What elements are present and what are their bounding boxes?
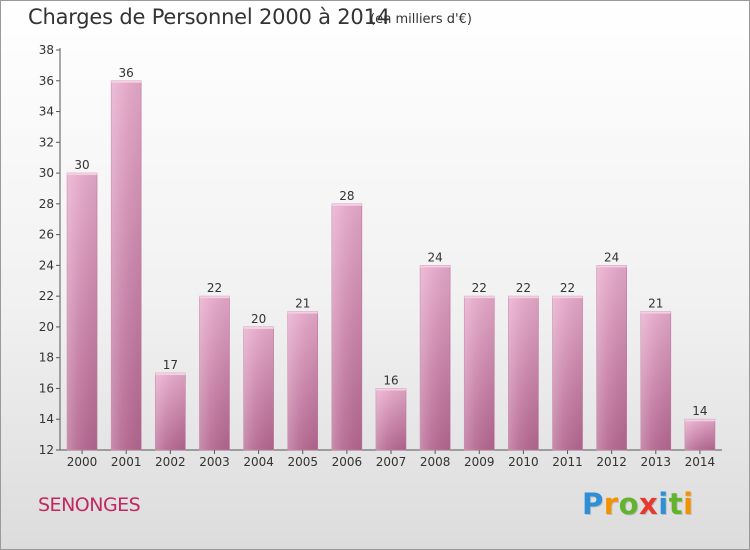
x-tick-label: 2010 — [508, 455, 539, 469]
chart-subtitle: (en milliers d'€) — [370, 12, 472, 27]
proxiti-logo: Proxiti — [582, 487, 694, 521]
y-tick-label: 36 — [39, 74, 54, 88]
bar-shine — [287, 311, 318, 450]
data-label: 16 — [383, 373, 398, 387]
logo-letter: r — [603, 487, 619, 521]
bars-group — [66, 80, 716, 451]
logo-letter: i — [658, 487, 669, 521]
bar-top-highlight — [596, 265, 627, 268]
x-tick-label: 2004 — [243, 455, 274, 469]
data-label: 22 — [560, 281, 575, 295]
bar-shine — [640, 311, 671, 450]
data-label: 14 — [692, 404, 707, 418]
logo-letter: x — [639, 487, 659, 521]
bar-shine — [155, 373, 186, 450]
data-label: 22 — [472, 281, 487, 295]
bar-shine — [684, 419, 715, 450]
x-tick-label: 2007 — [376, 455, 407, 469]
bar-shine — [508, 296, 539, 450]
y-tick-label: 30 — [39, 166, 54, 180]
bar-top-highlight — [67, 173, 98, 176]
x-tick-label: 2001 — [111, 455, 142, 469]
bar-top-highlight — [376, 388, 406, 391]
data-label: 30 — [74, 158, 89, 172]
bar-top-highlight — [640, 311, 671, 314]
y-tick-label: 20 — [39, 320, 54, 334]
bar-top-highlight — [111, 80, 142, 83]
bar-shine — [67, 173, 98, 451]
y-tick-label: 38 — [39, 43, 54, 57]
bar-top-highlight — [464, 296, 495, 299]
bar-shine — [199, 296, 230, 450]
data-label: 21 — [648, 297, 663, 311]
x-tick-label: 2005 — [287, 455, 318, 469]
y-tick-label: 28 — [39, 197, 54, 211]
y-tick-label: 16 — [39, 381, 54, 395]
y-tick-label: 14 — [39, 412, 54, 426]
bar-top-highlight — [243, 326, 274, 329]
data-label: 21 — [295, 297, 310, 311]
x-tick-label: 2006 — [332, 455, 363, 469]
commune-name: SENONGES — [38, 494, 141, 516]
bar-shine — [552, 296, 583, 450]
bar-top-highlight — [684, 419, 715, 422]
x-tick-label: 2014 — [685, 455, 716, 469]
data-label: 24 — [604, 250, 619, 264]
bar-top-highlight — [552, 296, 583, 299]
chart-title: Charges de Personnel 2000 à 2014 — [28, 5, 390, 29]
bar-shine — [376, 388, 406, 450]
data-label: 36 — [119, 66, 134, 80]
bar-top-highlight — [420, 265, 451, 268]
logo-letter: t — [668, 487, 684, 521]
data-label: 24 — [427, 250, 442, 264]
bar-top-highlight — [331, 203, 362, 206]
x-tick-label: 2011 — [552, 455, 583, 469]
x-tick-label: 2012 — [596, 455, 627, 469]
bar-shine — [464, 296, 495, 450]
y-tick-label: 22 — [39, 289, 54, 303]
x-tick-label: 2009 — [464, 455, 495, 469]
x-tick-label: 2003 — [199, 455, 230, 469]
x-tick-label: 2008 — [420, 455, 451, 469]
data-label: 20 — [251, 312, 266, 326]
data-label: 22 — [516, 281, 531, 295]
y-tick-label: 12 — [39, 443, 54, 457]
logo-letter: o — [618, 487, 640, 521]
logo-letter: P — [582, 487, 604, 521]
x-tick-label: 2013 — [641, 455, 672, 469]
bar-shine — [111, 80, 142, 451]
data-labels-group: 30 36 17 22 20 21 28 16 24 22 22 22 24 21 14 — [74, 66, 707, 418]
bar-top-highlight — [287, 311, 318, 314]
bar-top-highlight — [155, 373, 186, 376]
x-tick-label: 2002 — [155, 455, 186, 469]
bar-shine — [596, 265, 627, 450]
data-label: 22 — [207, 281, 222, 295]
bar-top-highlight — [199, 296, 230, 299]
y-tick-label: 32 — [39, 135, 54, 149]
x-tick-label: 2000 — [67, 455, 98, 469]
y-tick-label: 34 — [39, 105, 54, 119]
data-label: 28 — [339, 189, 354, 203]
y-tick-label: 18 — [39, 351, 54, 365]
bar-shine — [331, 203, 362, 450]
bar-top-highlight — [508, 296, 539, 299]
y-tick-label: 26 — [39, 228, 54, 242]
data-label: 17 — [163, 358, 178, 372]
y-tick-label: 24 — [39, 258, 54, 272]
logo-letter: i — [683, 487, 694, 521]
bar-shine — [420, 265, 451, 450]
bar-shine — [243, 326, 274, 450]
